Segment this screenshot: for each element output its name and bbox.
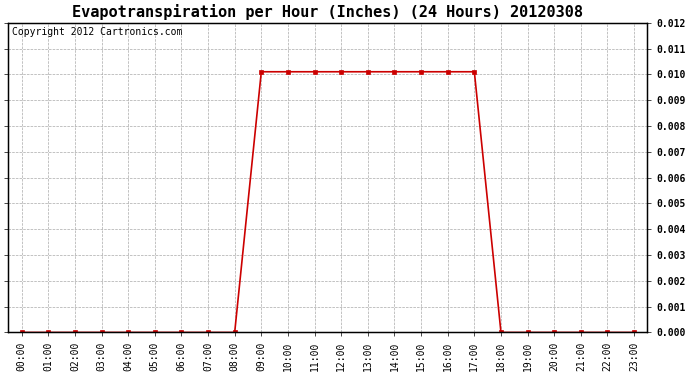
Title: Evapotranspiration per Hour (Inches) (24 Hours) 20120308: Evapotranspiration per Hour (Inches) (24…	[72, 4, 583, 20]
Text: Copyright 2012 Cartronics.com: Copyright 2012 Cartronics.com	[12, 27, 182, 38]
